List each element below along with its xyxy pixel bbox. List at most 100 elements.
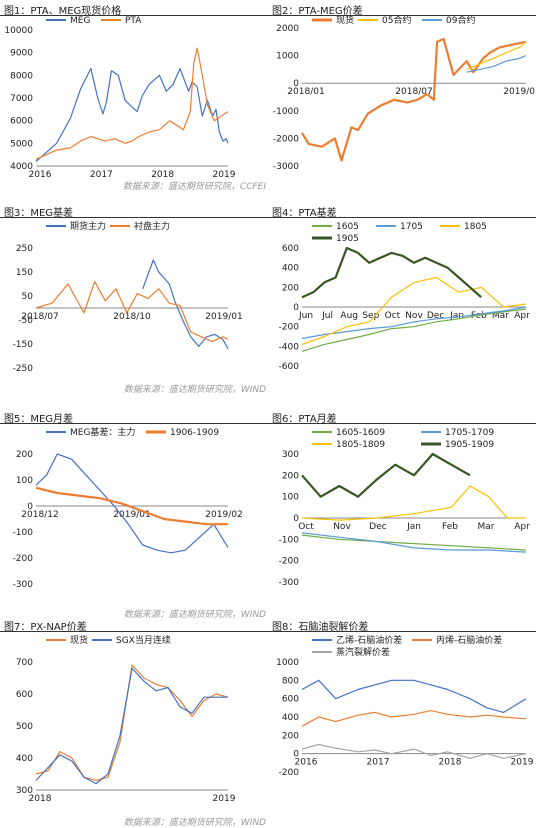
chart-source: 数据来源：盛达期货研究院，WIND xyxy=(123,610,266,620)
legend-label: 09合约 xyxy=(446,16,475,26)
x-tick-label: 2017 xyxy=(367,758,390,768)
series-line-3 xyxy=(301,276,527,345)
legend-label: SGX当月连续 xyxy=(116,634,171,646)
y-tick-label: 6000 xyxy=(10,117,33,127)
y-tick-label: 600 xyxy=(16,690,33,700)
y-tick-label: 150 xyxy=(16,268,33,278)
chart-title: 图8：石脑油裂解价差 xyxy=(272,622,369,633)
series-line-3 xyxy=(301,485,526,521)
chart-source: 数据来源：盛达期货研究院，CCFEI xyxy=(122,182,266,192)
series-line-3 xyxy=(466,55,527,73)
series-line-1 xyxy=(35,67,229,162)
y-tick-label: 500 xyxy=(16,722,33,732)
legend-label: 现货 xyxy=(336,16,354,26)
legend-label: 乙烯-石脑油价差 xyxy=(336,634,402,646)
chart-title: 图1：PTA、MEG现货价格 xyxy=(4,6,122,17)
title-rule xyxy=(268,217,536,218)
y-tick-label: -300 xyxy=(279,578,300,588)
y-tick-label: 0 xyxy=(293,514,299,524)
x-tick-label: 2016 xyxy=(295,758,318,768)
chart-title: 图6：PTA月差 xyxy=(272,414,337,425)
x-tick-label: 2018 xyxy=(151,170,174,180)
y-tick-label: 7000 xyxy=(10,94,33,104)
series-line-2 xyxy=(466,41,527,70)
series-line-3 xyxy=(301,743,527,759)
legend-label: 1805-1809 xyxy=(336,440,385,450)
x-tick-label: 2018 xyxy=(439,758,462,768)
chart-3: -250 -150 -50 50 150 250 2018/07 2018/10 2019/01… xyxy=(13,220,243,374)
x-tick-label: 2019 xyxy=(213,170,236,180)
chart-6: -300 -200 -100 0 100 200 300 Oct Nov Dec Jan Feb Mar… xyxy=(279,428,531,588)
y-tick-label: 200 xyxy=(16,450,33,460)
y-tick-label: -50 xyxy=(18,316,33,326)
x-tick-label: 2019/01 xyxy=(503,87,536,97)
title-rule xyxy=(268,631,536,632)
series-line-2 xyxy=(35,47,229,160)
legend-label: 蒸汽裂解价差 xyxy=(336,646,390,658)
y-tick-label: 600 xyxy=(282,244,299,254)
x-tick-label: 2018/12 xyxy=(21,510,58,520)
y-tick-label: -300 xyxy=(13,580,34,590)
y-tick-label: 200 xyxy=(282,731,299,741)
x-tick-label: Oct xyxy=(385,311,401,321)
title-rule xyxy=(268,15,536,16)
y-tick-label: 9000 xyxy=(10,49,33,59)
y-tick-label: 0 xyxy=(27,502,33,512)
y-tick-label: -100 xyxy=(13,528,34,538)
x-tick-label: Feb xyxy=(442,522,458,532)
y-tick-label: 10000 xyxy=(4,26,33,36)
chart-8: -200 0 200 400 600 800 1000 2016 2017 2018 2019 乙烯-… xyxy=(276,634,534,778)
y-tick-label: -2000 xyxy=(273,134,299,144)
legend-label: 丙烯-石脑油价差 xyxy=(436,634,502,646)
y-tick-label: 0 xyxy=(293,750,299,760)
legend-label: 1906-1909 xyxy=(170,428,219,438)
series-line-1 xyxy=(35,664,229,781)
x-tick-label: Dec xyxy=(369,522,386,532)
y-tick-label: -250 xyxy=(13,364,34,374)
title-rule xyxy=(268,423,536,424)
chart-title: 图2：PTA-MEG价差 xyxy=(272,6,363,17)
chart-panel-7: 图7：PX-NAP价差 300 400 500 600 700 2018 2019 现货 SGX… xyxy=(0,616,268,828)
series-line-1 xyxy=(35,453,229,554)
chart-1: 4000 5000 6000 7000 8000 9000 10000 2016 2017 201… xyxy=(4,16,236,180)
series-line-1 xyxy=(142,259,229,350)
y-tick-label: 8000 xyxy=(10,71,33,81)
x-tick-label: Feb xyxy=(471,311,487,321)
y-tick-label: -600 xyxy=(279,362,300,372)
title-rule xyxy=(0,631,268,632)
x-tick-label: Aug xyxy=(340,311,358,321)
legend-label: MEG基差：主力 xyxy=(70,426,135,438)
title-rule xyxy=(0,15,268,16)
x-tick-label: Mar xyxy=(492,311,509,321)
x-tick-label: Jul xyxy=(321,311,333,321)
x-tick-label: 2019/02 xyxy=(205,510,242,520)
legend-label: 05合约 xyxy=(382,16,411,26)
y-tick-label: 1000 xyxy=(276,658,299,668)
chart-panel-1: 图1：PTA、MEG现货价格 4000 5000 6000 7000 8000 9000 1… xyxy=(0,0,268,200)
x-tick-label: Jun xyxy=(298,311,313,321)
y-tick-label: 400 xyxy=(16,754,33,764)
legend-label: 1605-1609 xyxy=(336,428,385,438)
chart-panel-5: 图5：MEG月差 -300 -200 -100 0 100 200 2018/12 2019/… xyxy=(0,408,268,620)
series-line-2 xyxy=(35,667,228,785)
chart-source: 数据来源：盛达期货研究院，WIND xyxy=(123,385,266,395)
x-tick-label: 2019/01 xyxy=(113,510,150,520)
chart-4: -600 -400 -200 0 200 400 600 Jun Jul Aug Sep Oct Nov… xyxy=(279,222,531,372)
y-tick-label: 4000 xyxy=(10,162,33,172)
x-tick-label: Sep xyxy=(362,311,379,321)
y-tick-label: 1000 xyxy=(276,52,299,62)
x-tick-label: 2019 xyxy=(511,758,534,768)
legend-label: 现货 xyxy=(70,634,88,646)
title-rule xyxy=(0,217,268,218)
x-tick-label: Apr xyxy=(514,311,530,321)
y-tick-label: 200 xyxy=(282,283,299,293)
chart-title: 图3：MEG基差 xyxy=(4,208,74,219)
legend-label: 1805 xyxy=(464,222,487,232)
x-tick-label: Jan xyxy=(406,522,421,532)
chart-panel-6: 图6：PTA月差 -300 -200 -100 0 100 200 300 Oct Nov Dec… xyxy=(268,408,536,608)
series-line-2 xyxy=(301,532,527,553)
x-tick-label: Apr xyxy=(514,522,530,532)
x-tick-label: 2018/07 xyxy=(21,312,58,322)
chart-5: -300 -200 -100 0 100 200 2018/12 2019/01 2019/02… xyxy=(13,426,243,590)
y-tick-label: 200 xyxy=(282,471,299,481)
